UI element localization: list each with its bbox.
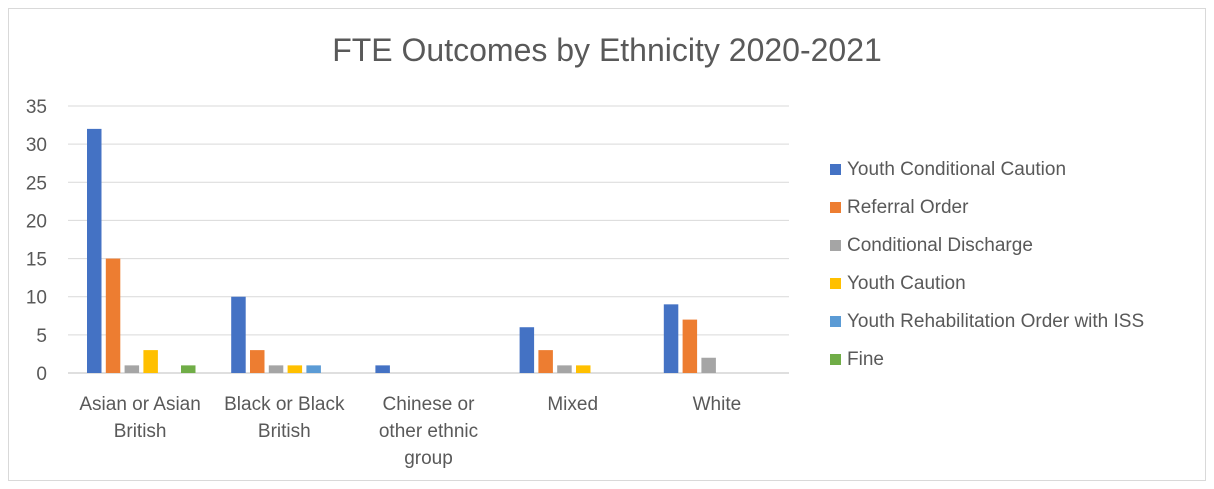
bars bbox=[87, 128, 716, 373]
y-axis: 0 5 10 15 20 25 30 35 bbox=[26, 97, 47, 385]
bar-referral-order bbox=[250, 350, 265, 373]
legend-label: Youth Conditional Caution bbox=[847, 159, 1066, 180]
x-category-label: Chinese or bbox=[383, 394, 476, 415]
bar-referral-order bbox=[538, 350, 553, 373]
chart-frame bbox=[8, 8, 1206, 481]
y-tick-label: 30 bbox=[26, 135, 47, 156]
bar-youth-rehabilitation-order-with-iss bbox=[306, 365, 321, 373]
bar-youth-caution bbox=[287, 365, 303, 373]
x-category-label: Mixed bbox=[547, 394, 598, 415]
bar-youth-conditional-caution bbox=[519, 327, 535, 373]
legend-swatch bbox=[830, 240, 841, 251]
x-category-label: British bbox=[258, 421, 311, 442]
legend-swatch bbox=[830, 354, 841, 365]
gridlines bbox=[68, 105, 789, 374]
legend-swatch bbox=[830, 316, 841, 327]
bar-fine bbox=[181, 365, 196, 373]
legend-label: Conditional Discharge bbox=[847, 235, 1033, 256]
bar-youth-caution bbox=[576, 365, 591, 373]
bar-youth-caution bbox=[143, 350, 158, 373]
bar-youth-conditional-caution bbox=[231, 296, 246, 373]
legend-swatch bbox=[830, 278, 841, 289]
legend-label: Youth Caution bbox=[847, 273, 966, 294]
bar-youth-conditional-caution bbox=[375, 365, 390, 373]
bar-youth-conditional-caution bbox=[663, 304, 679, 373]
y-tick-label: 35 bbox=[26, 97, 47, 118]
y-tick-label: 10 bbox=[26, 288, 47, 309]
y-tick-label: 25 bbox=[26, 173, 47, 194]
legend-swatch bbox=[830, 164, 841, 175]
bar-conditional-discharge bbox=[557, 365, 572, 373]
x-category-label: White bbox=[693, 394, 742, 415]
bar-youth-conditional-caution bbox=[87, 128, 102, 373]
legend-label: Youth Rehabilitation Order with ISS bbox=[847, 311, 1144, 332]
bar-conditional-discharge bbox=[701, 357, 716, 373]
y-tick-label: 15 bbox=[26, 250, 47, 271]
bar-referral-order bbox=[105, 258, 121, 373]
x-category-label: British bbox=[114, 421, 167, 442]
legend-swatch bbox=[830, 202, 841, 213]
y-tick-label: 0 bbox=[36, 364, 47, 385]
x-category-label: Black or Black bbox=[224, 394, 345, 415]
x-axis: Asian or Asian British Black or Black Briti… bbox=[79, 394, 741, 469]
legend-label: Referral Order bbox=[847, 197, 969, 218]
legend: Youth Conditional Caution Referral Order C… bbox=[830, 159, 1144, 370]
bar-conditional-discharge bbox=[124, 365, 140, 373]
x-category-label: other ethnic bbox=[379, 421, 478, 442]
chart-title: FTE Outcomes by Ethnicity 2020-2021 bbox=[332, 32, 882, 68]
x-category-label: group bbox=[404, 448, 453, 469]
y-tick-label: 5 bbox=[36, 326, 47, 347]
bar-referral-order bbox=[682, 319, 698, 373]
x-category-label: Asian or Asian bbox=[79, 394, 200, 415]
y-tick-label: 20 bbox=[26, 211, 47, 232]
legend-label: Fine bbox=[847, 349, 884, 370]
bar-conditional-discharge bbox=[268, 365, 284, 373]
